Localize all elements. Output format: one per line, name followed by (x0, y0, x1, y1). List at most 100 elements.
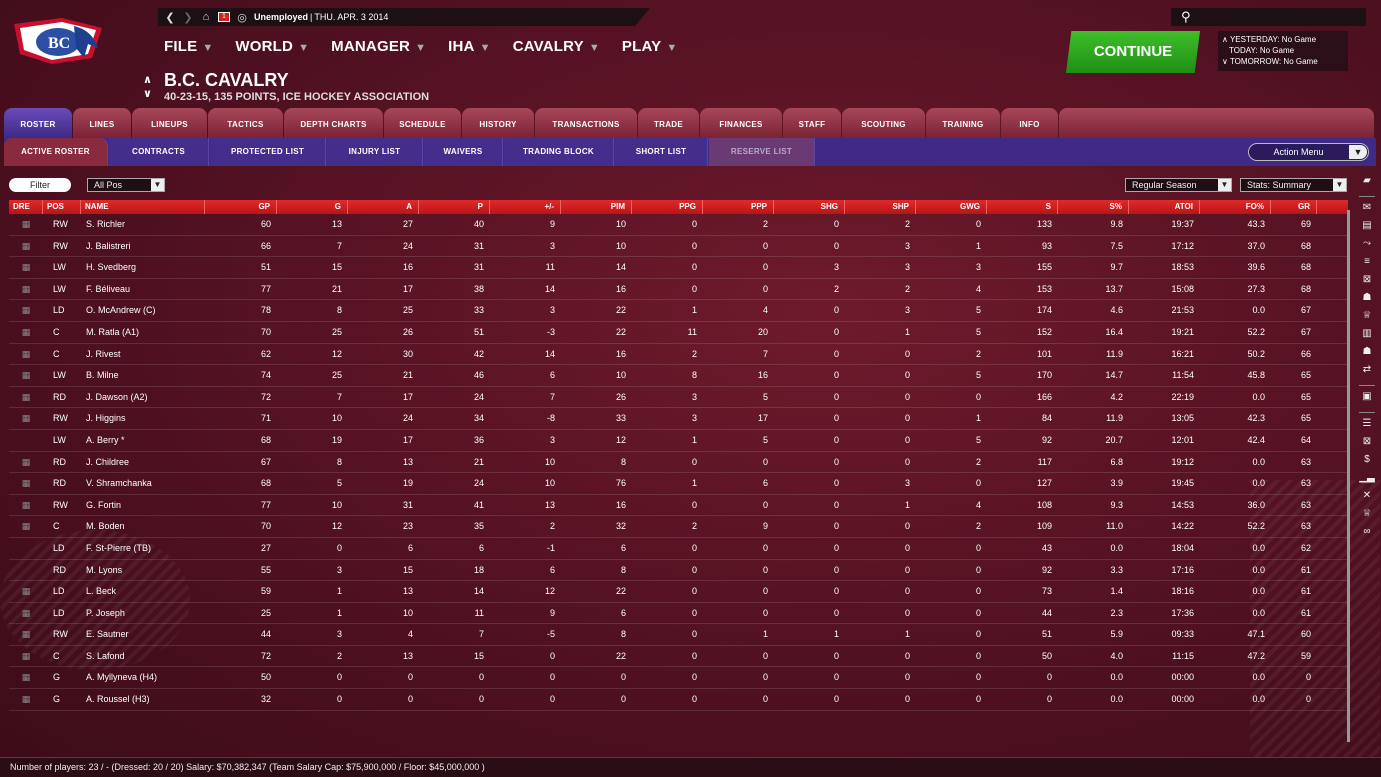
menu-file[interactable]: FILE ▼ (164, 38, 214, 55)
player-name-cell[interactable]: F. Béliveau (86, 283, 131, 294)
column-header[interactable]: FO% (1200, 200, 1271, 214)
filter-button[interactable]: Filter (9, 178, 71, 192)
document-icon[interactable]: ▥ (1362, 328, 1372, 339)
player-name-cell[interactable]: O. McAndrew (C) (86, 305, 156, 316)
subtab-protected-list[interactable]: PROTECTED LIST (210, 138, 326, 166)
table-row[interactable]: LW A. Berry * 68 19 17 36 3 12 1 5 0 0 5 92 20.7 12:01 4… (9, 430, 1348, 452)
team-switch-arrows[interactable]: ∧ ∨ (143, 73, 152, 101)
clipboard-icon[interactable]: ▤ (1362, 220, 1372, 231)
player-name-cell[interactable]: J. Balistreri (86, 240, 131, 251)
home-icon[interactable]: ⌂ (202, 11, 210, 23)
player-name-cell[interactable]: V. Shramchanka (86, 478, 152, 489)
subtab-short-list[interactable]: SHORT LIST (615, 138, 708, 166)
subtab-injury-list[interactable]: INJURY LIST (327, 138, 423, 166)
tab-staff[interactable]: STAFF (783, 108, 841, 138)
column-header[interactable]: GR (1271, 200, 1317, 214)
tab-roster[interactable]: ROSTER (4, 108, 72, 138)
tab-info[interactable]: INFO (1001, 108, 1058, 138)
subtab-contracts[interactable]: CONTRACTS (109, 138, 209, 166)
dressed-empty[interactable] (9, 430, 43, 451)
column-header[interactable]: ATOI (1129, 200, 1200, 214)
dressed-icon[interactable]: ▦ (21, 607, 31, 618)
player-name-cell[interactable]: B. Milne (86, 370, 119, 381)
player-name-cell[interactable]: J. Higgins (86, 413, 126, 424)
dressed-icon[interactable]: ▦ (21, 326, 31, 337)
menu-league[interactable]: IHA ▼ (448, 38, 491, 55)
table-row[interactable]: ▦ RD V. Shramchanka 68 5 19 24 10 76 1 6 0 3 0 127 3.9 1… (9, 473, 1348, 495)
dressed-icon[interactable]: ▦ (21, 262, 31, 273)
trophy-icon[interactable]: ♕ (1362, 310, 1372, 321)
column-header[interactable]: GP (205, 200, 277, 214)
position-select[interactable]: All Pos ▼ (87, 178, 165, 192)
table-row[interactable]: ▦ RW E. Sautner 44 3 4 7 -5 8 0 1 1 1 0 51 5.9 09:33 47.1… (9, 624, 1348, 646)
table-row[interactable]: ▦ RW J. Higgins 71 10 24 34 -8 33 3 17 0 0 1 84 11.9 13:… (9, 408, 1348, 430)
subtab-active-roster[interactable]: ACTIVE ROSTER (4, 138, 108, 166)
column-header[interactable]: SHP (845, 200, 916, 214)
column-header[interactable]: PPP (703, 200, 774, 214)
table-row[interactable]: ▦ RD J. Dawson (A2) 72 7 17 24 7 26 3 5 0 0 0 166 4.2 22… (9, 387, 1348, 409)
column-header[interactable]: GWG (916, 200, 987, 214)
player-name-cell[interactable]: F. St-Pierre (TB) (86, 542, 152, 553)
tab-training[interactable]: TRAINING (926, 108, 1000, 138)
crossed-sticks-icon[interactable]: ✕ (1362, 490, 1372, 501)
table-row[interactable]: ▦ C M. Boden 70 12 23 35 2 32 2 9 0 0 2 109 11.0 14:22 52… (9, 516, 1348, 538)
table-row[interactable]: ▦ LW F. Béliveau 77 21 17 38 14 16 0 0 2 2 4 153 13.7 15… (9, 279, 1348, 301)
menu-manager[interactable]: MANAGER ▼ (331, 38, 427, 55)
tab-transactions[interactable]: TRANSACTIONS (535, 108, 637, 138)
player-name-cell[interactable]: J. Childree (86, 456, 130, 467)
player-name-cell[interactable]: M. Boden (86, 521, 125, 532)
subtab-reserve-list[interactable]: RESERVE LIST (709, 138, 815, 166)
dressed-empty[interactable] (9, 538, 43, 559)
player-name-cell[interactable]: S. Richler (86, 219, 126, 229)
table-row[interactable]: ▦ RW J. Balistreri 66 7 24 31 3 10 0 0 0 3 1 93 7.5 17:1… (9, 236, 1348, 258)
tab-lines[interactable]: LINES (73, 108, 131, 138)
player-name-cell[interactable]: H. Svedberg (86, 262, 137, 273)
column-header[interactable]: S% (1058, 200, 1129, 214)
player-name-cell[interactable]: A. Myllyneva (H4) (86, 672, 158, 683)
action-menu-dropdown[interactable]: Action Menu ▼ (1248, 143, 1369, 161)
table-row[interactable]: ▦ LD O. McAndrew (C) 78 8 25 33 3 22 1 4 0 3 5 174 4.6 2… (9, 300, 1348, 322)
dressed-icon[interactable]: ▦ (21, 283, 31, 294)
globe-icon[interactable]: ◎ (237, 11, 247, 24)
table-row[interactable]: ▦ RW S. Richler 60 13 27 40 9 10 0 2 0 2 0 133 9.8 19:37… (9, 214, 1348, 236)
tab-schedule[interactable]: SCHEDULE (384, 108, 461, 138)
table-row[interactable]: ▦ C S. Lafond 72 2 13 15 0 22 0 0 0 0 0 50 4.0 11:15 47.2… (9, 646, 1348, 668)
tab-finances[interactable]: FINANCES (700, 108, 782, 138)
column-header[interactable]: PPG (632, 200, 703, 214)
table-row[interactable]: ▦ G A. Myllyneva (H4) 50 0 0 0 0 0 0 0 0 0 0 0 0.0 00:00… (9, 667, 1348, 690)
dressed-icon[interactable]: ▦ (21, 499, 31, 510)
dressed-empty[interactable] (9, 560, 43, 581)
tactics-icon[interactable]: ⤳ (1363, 238, 1371, 249)
player-name-cell[interactable]: M. Ratla (A1) (86, 326, 140, 337)
dressed-icon[interactable]: ▦ (21, 456, 31, 467)
continue-button[interactable]: CONTINUE (1066, 31, 1200, 73)
dressed-icon[interactable]: ▦ (21, 219, 31, 229)
player-name-cell[interactable]: S. Lafond (86, 650, 125, 661)
player-name-cell[interactable]: A. Roussel (H3) (86, 694, 150, 705)
table-row[interactable]: LD F. St-Pierre (TB) 27 0 6 6 -1 6 0 0 0 0 0 43 0.0 18:… (9, 538, 1348, 560)
table-row[interactable]: RD M. Lyons 55 3 15 18 6 8 0 0 0 0 0 92 3.3 17:16 0.0 61 (9, 560, 1348, 582)
menu-world[interactable]: WORLD ▼ (235, 38, 310, 55)
search-input[interactable]: ⚲ (1171, 8, 1366, 26)
menu-play[interactable]: PLAY ▼ (621, 38, 678, 55)
column-header[interactable]: A (348, 200, 419, 214)
dressed-icon[interactable]: ▦ (21, 348, 31, 359)
subtab-trading-block[interactable]: TRADING BLOCK (504, 138, 614, 166)
table-row[interactable]: ▦ LW H. Svedberg 51 15 16 31 11 14 0 0 3 3 3 155 9.7 18:… (9, 257, 1348, 279)
tab-depth-charts[interactable]: DEPTH CHARTS (284, 108, 383, 138)
dressed-icon[interactable]: ▦ (21, 586, 31, 597)
column-header[interactable]: NAME (81, 200, 205, 214)
list-icon[interactable]: ☰ (1362, 418, 1372, 429)
subtab-waivers[interactable]: WAIVERS (424, 138, 503, 166)
player-name-cell[interactable]: M. Lyons (86, 564, 123, 575)
people-money-icon[interactable]: ☗ (1362, 346, 1372, 357)
dressed-icon[interactable]: ▦ (21, 629, 31, 640)
stats-view-select[interactable]: Stats: Summary ▼ (1240, 178, 1347, 192)
player-name-cell[interactable]: J. Dawson (A2) (86, 391, 148, 402)
column-header[interactable]: +/- (490, 200, 561, 214)
table-row[interactable]: ▦ RW G. Fortin 77 10 31 41 13 16 0 0 0 1 4 108 9.3 14:53… (9, 495, 1348, 517)
people-icon[interactable]: ☗ (1362, 292, 1372, 303)
tab-trade[interactable]: TRADE (638, 108, 699, 138)
player-name-cell[interactable]: L. Beck (86, 586, 117, 597)
column-header[interactable]: S (987, 200, 1058, 214)
